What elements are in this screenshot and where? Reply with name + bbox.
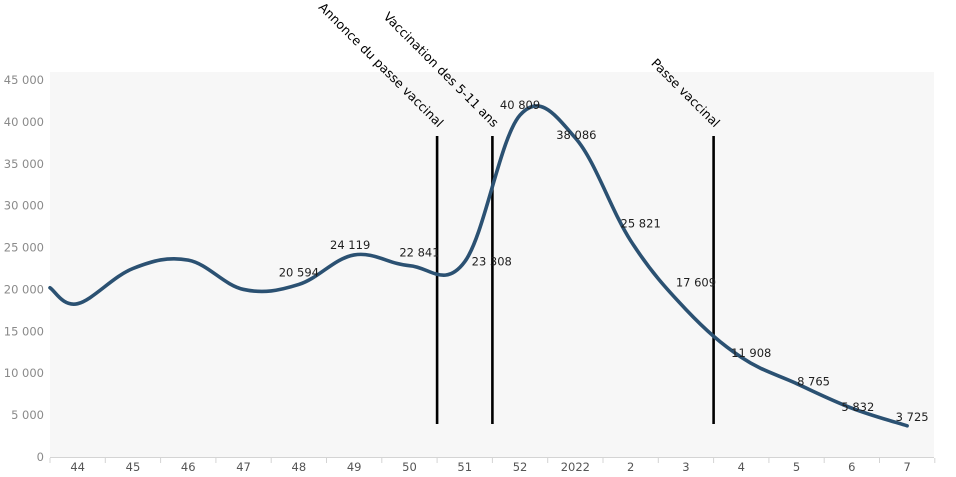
x-tick-label: 49 <box>347 460 362 474</box>
x-tick-label: 47 <box>236 460 251 474</box>
y-tick-label: 5 000 <box>11 408 44 422</box>
series-line <box>48 104 909 428</box>
data-label: 22 841 <box>399 246 439 260</box>
y-tick-label: 30 000 <box>4 199 44 213</box>
x-tick-label: 44 <box>70 460 85 474</box>
data-label: 23 308 <box>472 255 512 269</box>
y-tick-label: 0 <box>37 450 44 464</box>
x-tick-label: 6 <box>848 460 855 474</box>
y-tick-label: 20 000 <box>4 282 44 296</box>
x-tick-label: 52 <box>513 460 528 474</box>
data-label: 5 832 <box>841 400 874 414</box>
y-tick-label: 15 000 <box>4 324 44 338</box>
x-tick-label: 51 <box>457 460 472 474</box>
y-tick-label: 35 000 <box>4 157 44 171</box>
x-tick-label: 2 <box>627 460 634 474</box>
data-label: 38 086 <box>556 128 596 142</box>
y-tick-label: 10 000 <box>4 366 44 380</box>
y-axis: 0 5 000 10 000 15 000 20 000 25 000 30 000 35 0… <box>4 73 44 464</box>
x-tick-label: 50 <box>402 460 417 474</box>
data-label: 20 594 <box>279 265 319 279</box>
data-label: 11 908 <box>731 346 771 360</box>
data-label: 24 119 <box>330 238 370 252</box>
x-tick-label: 3 <box>682 460 689 474</box>
x-tick-label: 2022 <box>561 460 590 474</box>
data-label: 3 725 <box>896 410 929 424</box>
x-tick-label: 4 <box>738 460 745 474</box>
data-label: 17 609 <box>676 275 716 289</box>
x-tick-label: 48 <box>292 460 307 474</box>
x-tick-label: 7 <box>903 460 910 474</box>
data-label: 8 765 <box>797 375 830 389</box>
data-label: 40 809 <box>500 98 540 112</box>
x-axis: 44 45 46 47 48 49 50 51 52 2022 2 3 4 5 6 7 <box>49 458 936 474</box>
x-tick-label: 45 <box>126 460 141 474</box>
x-tick-label: 46 <box>181 460 196 474</box>
y-tick-label: 40 000 <box>4 115 44 129</box>
x-tick-label: 5 <box>793 460 800 474</box>
data-label: 25 821 <box>621 217 661 231</box>
data-labels: 20 594 24 119 22 841 23 308 40 809 38 086 25 8… <box>279 98 929 424</box>
y-tick-label: 45 000 <box>4 73 44 87</box>
y-tick-label: 25 000 <box>4 241 44 255</box>
